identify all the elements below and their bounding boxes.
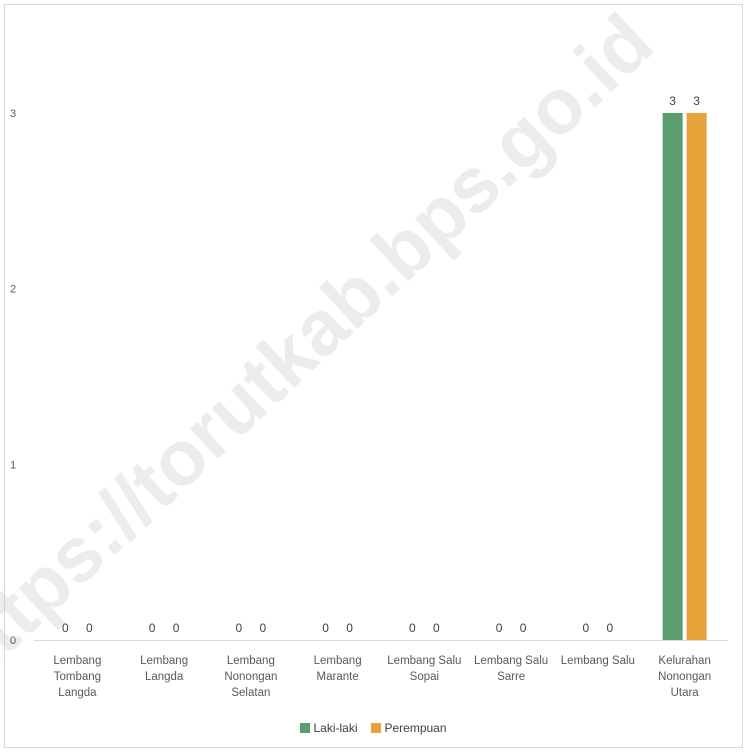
- bar: [662, 113, 683, 640]
- data-label: 0: [346, 621, 353, 635]
- y-tick-label: 2: [10, 284, 16, 296]
- data-label: 0: [496, 621, 503, 635]
- x-tick-label: Lembang Salu Sarre: [474, 655, 548, 683]
- x-tick-label: Lembang Langda: [140, 655, 188, 683]
- data-label: 3: [693, 94, 700, 108]
- y-tick-label: 3: [10, 108, 16, 120]
- x-tick-label: Lembang Salu: [561, 655, 635, 667]
- data-label: 0: [236, 621, 243, 635]
- x-tick-label: Kelurahan Nonongan Utara: [658, 655, 711, 699]
- data-label: 0: [322, 621, 329, 635]
- data-label: 0: [409, 621, 416, 635]
- data-label: 0: [583, 621, 590, 635]
- data-label: 0: [62, 621, 69, 635]
- data-label: 0: [149, 621, 156, 635]
- watermark: https://torutkab.bps.go.id: [0, 0, 669, 702]
- data-label: 0: [607, 621, 614, 635]
- y-tick-label: 1: [10, 459, 16, 471]
- data-label: 3: [669, 94, 676, 108]
- bar: [686, 113, 707, 640]
- data-label: 0: [173, 621, 180, 635]
- legend-label: Laki-laki: [313, 721, 358, 735]
- data-label: 0: [520, 621, 527, 635]
- chart-frame: [4, 4, 743, 748]
- legend-label: Perempuan: [384, 721, 447, 735]
- legend-item: Perempuan: [371, 721, 447, 735]
- x-tick-label: Lembang Salu Sopai: [387, 655, 461, 683]
- legend-item: Laki-laki: [300, 721, 357, 735]
- y-tick-label: 0: [10, 635, 16, 647]
- x-tick-label: Lembang Tombang Langda: [53, 655, 101, 699]
- legend-swatch: [371, 723, 382, 733]
- legend-swatch: [300, 723, 311, 733]
- data-label: 0: [86, 621, 93, 635]
- legend: Laki-laki Perempuan: [0, 721, 747, 735]
- data-label: 0: [433, 621, 440, 635]
- x-tick-label: Lembang Nonongan Selatan: [224, 655, 277, 699]
- x-tick-label: Lembang Marante: [314, 655, 362, 683]
- data-label: 0: [260, 621, 267, 635]
